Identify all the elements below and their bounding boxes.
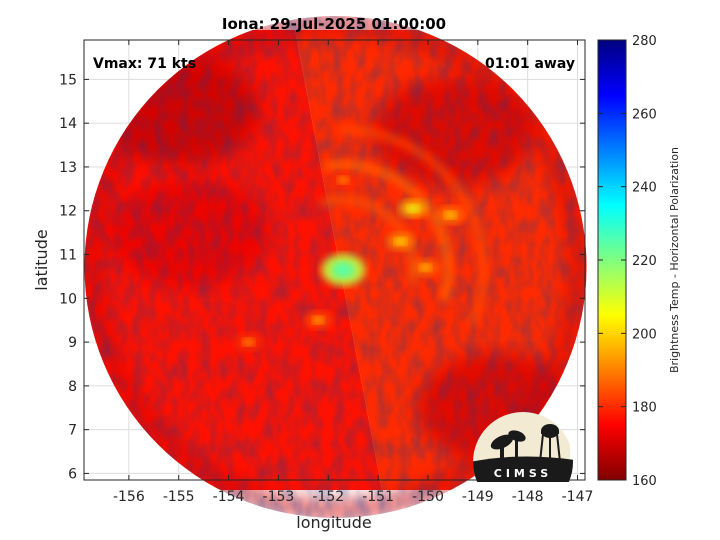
- warm-spot-core: [242, 338, 255, 347]
- x-tick-label: -156: [113, 489, 145, 505]
- x-ticks: -156 -155 -154 -153 -152 -151 -150 -149 -148 -147: [113, 40, 593, 505]
- chart-title: Iona: 29-Jul-2025 01:00:00: [222, 15, 446, 33]
- y-tick-label: 11: [59, 248, 77, 264]
- x-tick-label: -153: [263, 489, 295, 505]
- colorbar-tick-label: 260: [632, 107, 657, 122]
- vmax-annotation: Vmax: 71 kts: [93, 56, 196, 72]
- colorbar-label: Brightness Temp - Horizontal Polarizatio…: [668, 147, 681, 373]
- y-tick-label: 15: [59, 72, 77, 88]
- cimss-logo: CIMSS: [473, 412, 573, 482]
- y-tick-label: 14: [59, 116, 77, 132]
- y-tick-label: 12: [59, 204, 77, 220]
- colorbar-tick-label: 200: [632, 327, 657, 342]
- x-tick-label: -152: [312, 489, 344, 505]
- y-ticks: 6 7 8 9 10 11 12 13 14 15: [59, 72, 585, 482]
- rainband: [338, 124, 489, 327]
- warm-spot-core: [332, 261, 355, 278]
- x-axis-label: longitude: [296, 513, 371, 532]
- warm-spot-core: [337, 176, 350, 185]
- colorbar-tick-label: 220: [632, 254, 657, 269]
- colorbar-tick-label: 180: [632, 401, 657, 416]
- warm-spot-core: [394, 237, 407, 246]
- colorbar-ticks: 160 180 200 220 240 260 280: [598, 34, 657, 489]
- x-tick-label: -151: [362, 489, 394, 505]
- warm-spot-core: [407, 204, 420, 213]
- x-tick-label: -147: [562, 489, 594, 505]
- y-tick-label: 7: [68, 423, 77, 439]
- rainband: [323, 159, 454, 303]
- y-tick-label: 8: [68, 379, 77, 395]
- y-axis-label: latitude: [32, 229, 51, 290]
- warm-spot-core: [444, 211, 457, 220]
- y-tick-label: 10: [59, 291, 77, 307]
- x-tick-label: -155: [163, 489, 195, 505]
- colorbar-tick-label: 240: [632, 181, 657, 196]
- logo-text: CIMSS: [494, 467, 552, 480]
- antenna-icon: [490, 430, 526, 460]
- x-tick-label: -148: [512, 489, 544, 505]
- x-tick-label: -154: [213, 489, 245, 505]
- y-tick-label: 9: [68, 335, 77, 351]
- x-tick-label: -150: [412, 489, 444, 505]
- warm-spot-core: [419, 263, 432, 272]
- colorbar-tick-label: 160: [632, 474, 657, 489]
- warm-spot-core: [312, 316, 325, 325]
- time-away-annotation: 01:01 away: [485, 56, 575, 72]
- y-tick-label: 13: [59, 160, 77, 176]
- x-tick-label: -149: [462, 489, 494, 505]
- y-tick-label: 6: [68, 466, 77, 482]
- plot-frame: [83, 39, 586, 481]
- colorbar-tick-label: 280: [632, 34, 657, 49]
